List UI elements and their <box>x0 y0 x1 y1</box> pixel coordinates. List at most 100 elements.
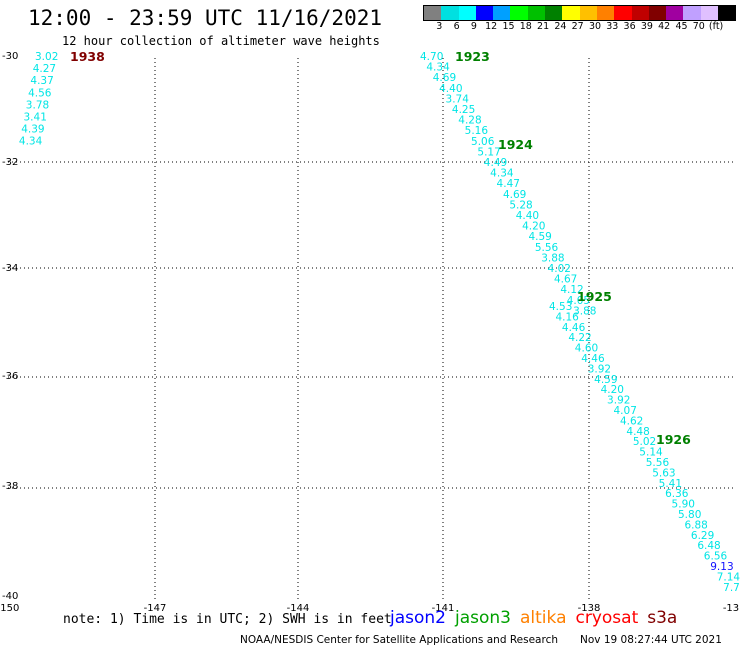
colorbar-label: 45 <box>675 21 688 32</box>
colorbar-swatch <box>614 6 632 20</box>
wave-height-value: 3.74 <box>446 93 470 105</box>
wave-height-value: 3.78 <box>26 99 49 111</box>
colorbar-label: 39 <box>640 21 653 32</box>
colorbar-label: 36 <box>623 21 636 32</box>
colorbar-swatch <box>545 6 563 20</box>
colorbar-swatch <box>683 6 701 20</box>
wave-height-value: 4.70 <box>420 51 443 63</box>
wave-height-value: 5.06 <box>471 136 495 148</box>
wave-height-value: 6.36 <box>665 488 689 500</box>
credit-line: NOAA/NESDIS Center for Satellite Applica… <box>240 634 558 646</box>
wave-height-value: 4.69 <box>433 72 456 84</box>
colorbar-label: 21 <box>537 21 550 32</box>
colorbar-label: 15 <box>502 21 515 32</box>
wave-height-value: 4.40 <box>516 210 539 222</box>
satellite-legend: jason2 jason3 altika cryosat s3a <box>390 608 686 628</box>
wave-height-value: 4.49 <box>484 157 507 169</box>
colorbar-label: 6 <box>453 21 460 32</box>
wave-height-value: 4.16 <box>555 311 579 323</box>
generation-timestamp: Nov 19 08:27:44 UTC 2021 <box>580 634 722 646</box>
wave-height-value: 6.48 <box>697 540 720 552</box>
wave-height-value: 5.56 <box>535 242 559 254</box>
colorbar-swatch <box>424 6 442 20</box>
colorbar-swatch <box>648 6 667 20</box>
colorbar-label: 42 <box>658 21 671 32</box>
wave-height-value: 5.02 <box>633 436 656 448</box>
wave-height-value: 3.92 <box>607 395 630 407</box>
wave-height-value: 5.63 <box>652 467 675 479</box>
wave-height-value: 5.56 <box>646 457 670 469</box>
lat-lon-grid <box>8 58 736 600</box>
latitude-label: -30 <box>2 51 18 62</box>
wave-height-value: 7.14 <box>717 571 740 583</box>
wave-height-value: 4.40 <box>439 83 462 95</box>
latitude-label: -34 <box>2 263 18 274</box>
colorbar-label: 70 <box>692 21 705 32</box>
wave-height-value: 4.69 <box>503 189 526 201</box>
longitude-label: -141 <box>432 603 455 614</box>
wave-height-value: 5.14 <box>639 447 663 459</box>
wave-height-value: 5.28 <box>509 199 532 211</box>
wave-height-value: 4.20 <box>601 384 624 396</box>
wave-height-value: 5.80 <box>678 509 701 521</box>
colorbar-label: 30 <box>588 21 602 32</box>
wave-height-value: 4.53 <box>549 301 572 313</box>
colorbar-label: (ft) <box>708 21 724 32</box>
longitude-label: -144 <box>287 603 310 614</box>
longitude-label: -138 <box>578 603 601 614</box>
wave-height-value: 4.02 <box>548 263 571 275</box>
colorbar-swatch <box>579 6 597 20</box>
wave-height-colorbar <box>423 5 737 21</box>
wave-height-value: 3.88 <box>573 305 596 317</box>
satellite-jason2: jason2 <box>390 608 446 628</box>
pass-time-label: 1926 <box>656 432 691 447</box>
colorbar-swatch <box>718 6 736 20</box>
longitude-label: -147 <box>144 603 167 614</box>
map-title: 12:00 - 23:59 UTC 11/16/2021 <box>28 6 383 30</box>
colorbar-swatch <box>493 6 511 20</box>
wave-height-value: 4.34 <box>426 62 450 74</box>
colorbar-swatch <box>458 6 476 20</box>
wave-height-value: 6.29 <box>691 530 714 542</box>
latitude-label: -32 <box>2 157 18 168</box>
colorbar-label: 27 <box>571 21 584 32</box>
colorbar-label: 9 <box>470 21 477 32</box>
wave-height-value: 4.59 <box>594 374 617 386</box>
pass-time-label: 1923 <box>455 49 490 64</box>
wave-height-value: 5.17 <box>477 146 500 158</box>
colorbar-swatch <box>510 6 528 20</box>
colorbar-swatch <box>596 6 615 20</box>
wave-height-value: 4.47 <box>497 178 520 190</box>
colorbar-swatch <box>666 6 684 20</box>
wave-height-value: 4.56 <box>28 87 52 99</box>
wave-height-value: 4.62 <box>620 415 643 427</box>
wave-height-value: 4.59 <box>528 231 551 243</box>
wave-height-value: 4.34 <box>490 168 514 180</box>
wave-height-value: 4.28 <box>458 115 481 127</box>
colorbar-swatch <box>700 6 719 20</box>
wave-height-value: 4.37 <box>30 75 53 87</box>
wave-height-value: 9.13 <box>710 561 733 573</box>
colorbar-label: 24 <box>554 21 567 32</box>
wave-height-value: 4.07 <box>614 405 637 417</box>
wave-height-value: 4.46 <box>562 322 586 334</box>
footer-note: note: 1) Time is in UTC; 2) SWH is in fe… <box>63 612 392 627</box>
colorbar-swatch <box>562 6 580 20</box>
pass-time-label: 1938 <box>70 49 105 64</box>
wave-height-tracks: 3.024.274.374.563.783.414.394.344.704.34… <box>19 49 740 594</box>
wave-height-value: 3.41 <box>24 112 47 124</box>
latitude-label: -36 <box>2 371 18 382</box>
wave-height-value: 4.27 <box>33 63 56 75</box>
colorbar-swatch <box>527 6 546 20</box>
colorbar-label: 18 <box>519 21 532 32</box>
wave-height-value: 3.02 <box>35 51 58 63</box>
longitude-label: -150 <box>0 603 19 614</box>
longitude-label: -13 <box>723 603 739 614</box>
wave-height-value: 3.92 <box>588 363 611 375</box>
latitude-label: -38 <box>2 481 18 492</box>
pass-time-label: 1925 <box>577 289 612 304</box>
colorbar-label: 33 <box>606 21 619 32</box>
colorbar-labels: 3 6 9 12 15 18 21 24 27 30 33 36 39 42 45 70 (ft) <box>423 21 740 33</box>
wave-height-value: 4.25 <box>452 104 475 116</box>
